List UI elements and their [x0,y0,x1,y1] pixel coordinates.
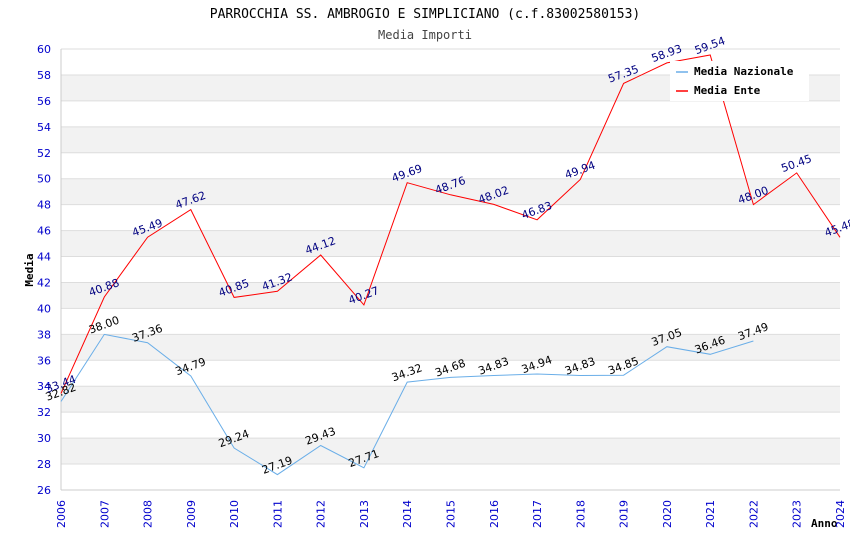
y-tick-label: 32 [37,406,51,419]
x-tick-label: 2024 [834,500,847,528]
y-tick-label: 36 [37,354,51,367]
grid-band [61,412,840,439]
x-tick-label: 2018 [574,500,587,528]
y-tick-label: 30 [37,432,51,445]
y-tick-label: 60 [37,43,51,56]
grid-band [61,204,840,231]
grid-band [61,100,840,127]
grid-band [61,282,840,309]
y-tick-label: 52 [37,147,51,160]
x-tick-label: 2022 [747,500,760,528]
y-tick-label: 48 [37,199,51,212]
grid-band [61,152,840,179]
grid-band [61,334,840,361]
series-line [60,333,754,476]
chart-title: PARROCCHIA SS. AMBROGIO E SIMPLICIANO (c… [210,7,640,22]
y-tick-label: 44 [37,251,51,264]
legend: Media Nazionale Media Ente [670,61,809,101]
legend-label-media-ente: Media Ente [694,84,761,97]
x-tick-label: 2014 [401,500,414,528]
series-line [60,54,841,394]
x-tick-label: 2008 [142,500,155,528]
legend-label-media-nazionale: Media Nazionale [694,65,794,78]
y-axis-ticks: 26 28 30 32 34 36 38 40 42 44 46 48 50 52 54 56 58 60 [37,43,51,497]
y-tick-label: 28 [37,458,51,471]
x-tick-label: 2013 [358,500,371,528]
x-tick-label: 2012 [315,500,328,528]
y-tick-label: 38 [37,328,51,341]
x-tick-label: 2021 [704,500,717,528]
grid-band [61,256,840,283]
y-tick-label: 34 [37,380,51,393]
y-tick-label: 56 [37,95,51,108]
x-tick-label: 2009 [185,500,198,528]
x-tick-label: 2017 [531,500,544,528]
y-tick-label: 50 [37,173,51,186]
grid-band [61,308,840,335]
y-tick-label: 26 [37,484,51,497]
y-tick-label: 54 [37,121,51,134]
grid-lines [60,48,840,491]
y-tick-label: 58 [37,69,51,82]
chart-subtitle: Media Importi [378,28,472,42]
grid-band [61,178,840,205]
grid-band [61,126,840,153]
x-tick-label: 2016 [488,500,501,528]
grid-band [61,464,840,490]
grid-band [61,438,840,465]
x-tick-label: 2015 [445,500,458,528]
x-tick-label: 2006 [55,500,68,528]
x-tick-label: 2010 [228,500,241,528]
grid-band [61,360,840,387]
y-tick-label: 42 [37,276,51,289]
y-tick-label: 40 [37,302,51,315]
legend-box [670,61,809,101]
x-tick-label: 2020 [661,500,674,528]
x-axis-ticks: 2006 2007 2008 2009 2010 2011 2012 2013 2014 2015… [55,500,847,528]
x-tick-label: 2019 [618,500,631,528]
series-lines [60,54,841,476]
grid-band [61,386,840,413]
x-tick-label: 2011 [271,500,284,528]
x-tick-label: 2007 [98,500,111,528]
x-tick-label: 2023 [791,500,804,528]
grid-bands [61,49,840,490]
x-axis-label: Anno [811,517,838,530]
y-axis-label: Media [23,253,36,286]
grid-band [61,230,840,257]
y-tick-label: 46 [37,225,51,238]
